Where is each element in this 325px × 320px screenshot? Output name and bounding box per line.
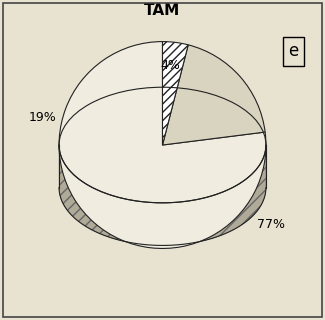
Polygon shape: [59, 145, 266, 245]
Title: TAM: TAM: [144, 3, 181, 18]
Text: 19%: 19%: [29, 111, 57, 124]
Text: 77%: 77%: [257, 218, 285, 231]
Wedge shape: [162, 42, 188, 145]
Text: 4%: 4%: [160, 60, 180, 72]
Wedge shape: [162, 45, 265, 145]
Text: e: e: [288, 43, 299, 60]
Wedge shape: [59, 42, 266, 248]
